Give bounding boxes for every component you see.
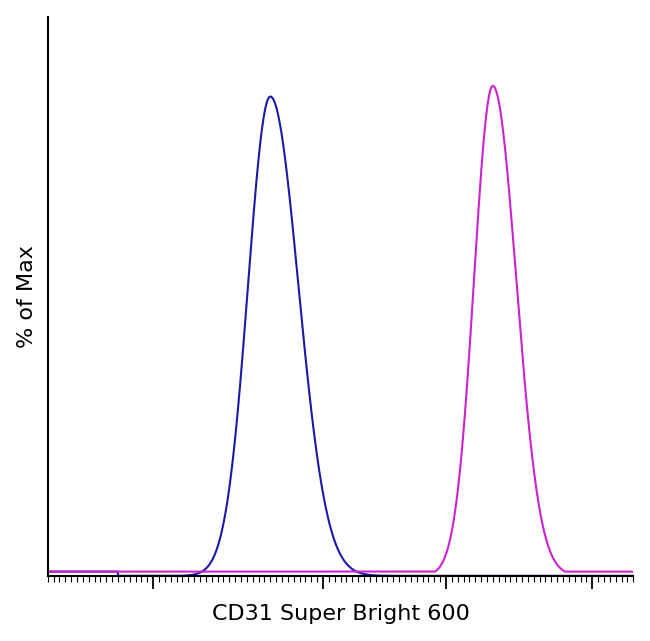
- Y-axis label: % of Max: % of Max: [17, 245, 36, 347]
- X-axis label: CD31 Super Bright 600: CD31 Super Bright 600: [212, 604, 469, 624]
